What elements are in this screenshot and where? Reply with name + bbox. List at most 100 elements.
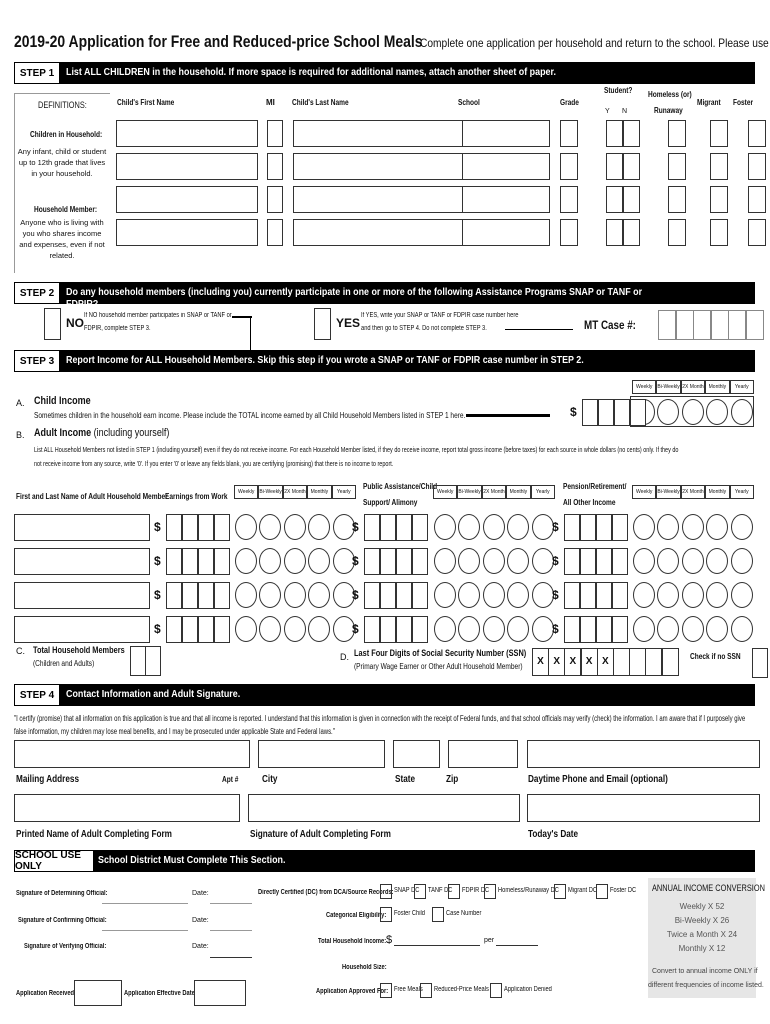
- pension-amount-digit[interactable]: [596, 548, 612, 575]
- frequency-radio[interactable]: [283, 616, 306, 642]
- frequency-radio[interactable]: [531, 582, 554, 608]
- pension-amount-digit[interactable]: [564, 582, 580, 609]
- child-student-y-input[interactable]: [606, 153, 623, 180]
- child-foster-input[interactable]: [748, 120, 766, 147]
- frequency-radio[interactable]: [259, 514, 282, 540]
- earnings-amount-digit[interactable]: [166, 548, 182, 575]
- frequency-radio[interactable]: [633, 514, 655, 540]
- frequency-radio[interactable]: [633, 616, 655, 642]
- public-assistance-amount-digit[interactable]: [364, 548, 380, 575]
- frequency-radio[interactable]: [482, 616, 505, 642]
- mt-case-digit[interactable]: [658, 310, 676, 340]
- child-foster-input[interactable]: [748, 153, 766, 180]
- frequency-radio[interactable]: [706, 548, 729, 574]
- child-mi-input[interactable]: [267, 120, 283, 147]
- earnings-amount-digit[interactable]: [214, 514, 230, 541]
- child-foster-input[interactable]: [748, 186, 766, 213]
- earnings-amount-digit[interactable]: [214, 548, 230, 575]
- frequency-radio[interactable]: [507, 582, 530, 608]
- child-homeless-input[interactable]: [668, 120, 686, 147]
- received-input[interactable]: [74, 980, 122, 1006]
- pension-amount-digit[interactable]: [612, 616, 628, 643]
- pension-amount-digit[interactable]: [580, 514, 596, 541]
- yes-checkbox[interactable]: [314, 308, 331, 340]
- zip-input[interactable]: [448, 740, 518, 768]
- checkbox-tanf-dc[interactable]: [414, 884, 426, 899]
- checkbox-fdpir-dc[interactable]: [448, 884, 460, 899]
- child-migrant-input[interactable]: [710, 153, 728, 180]
- child-mi-input[interactable]: [267, 153, 283, 180]
- frequency-radio[interactable]: [531, 616, 554, 642]
- frequency-radio[interactable]: [308, 582, 331, 608]
- frequency-radio[interactable]: [706, 514, 729, 540]
- earnings-amount-digit[interactable]: [182, 514, 198, 541]
- frequency-radio[interactable]: [283, 548, 306, 574]
- earnings-amount-digit[interactable]: [198, 548, 214, 575]
- earnings-amount-digit[interactable]: [166, 514, 182, 541]
- frequency-radio[interactable]: [332, 582, 355, 608]
- frequency-radio[interactable]: [633, 582, 655, 608]
- earnings-amount-digit[interactable]: [182, 548, 198, 575]
- child-student-y-input[interactable]: [606, 219, 623, 246]
- frequency-radio[interactable]: [531, 514, 554, 540]
- child-migrant-input[interactable]: [710, 219, 728, 246]
- frequency-radio[interactable]: [531, 548, 554, 574]
- mt-case-digit[interactable]: [728, 310, 746, 340]
- frequency-radio[interactable]: [283, 582, 306, 608]
- date-line-2[interactable]: [210, 930, 252, 931]
- frequency-radio[interactable]: [458, 616, 481, 642]
- child-student-n-input[interactable]: [623, 153, 640, 180]
- frequency-radio[interactable]: [332, 514, 355, 540]
- checkbox-migrant-dc[interactable]: [554, 884, 566, 899]
- child-school-input[interactable]: [462, 120, 550, 147]
- pension-amount-digit[interactable]: [564, 616, 580, 643]
- checkbox-free-meals[interactable]: [380, 983, 392, 998]
- child-homeless-input[interactable]: [668, 219, 686, 246]
- mailing-address-input[interactable]: [14, 740, 250, 768]
- public-assistance-amount-digit[interactable]: [412, 548, 428, 575]
- mt-case-digit[interactable]: [693, 310, 711, 340]
- child-school-input[interactable]: [462, 219, 550, 246]
- ssn-digit[interactable]: [661, 648, 679, 676]
- checkbox-foster-dc[interactable]: [596, 884, 608, 899]
- child-student-n-input[interactable]: [623, 186, 640, 213]
- frequency-radio[interactable]: [308, 514, 331, 540]
- public-assistance-amount-digit[interactable]: [364, 616, 380, 643]
- frequency-radio[interactable]: [235, 548, 257, 574]
- child-school-input[interactable]: [462, 153, 550, 180]
- state-input[interactable]: [393, 740, 440, 768]
- signature-input[interactable]: [248, 794, 520, 822]
- child-migrant-input[interactable]: [710, 120, 728, 147]
- frequency-radio[interactable]: [507, 616, 530, 642]
- checkbox-case-number[interactable]: [432, 907, 444, 922]
- frequency-radio[interactable]: [332, 616, 355, 642]
- frequency-radio[interactable]: [730, 548, 753, 574]
- earnings-amount-digit[interactable]: [166, 582, 182, 609]
- child-grade-input[interactable]: [560, 120, 578, 147]
- frequency-radio[interactable]: [507, 548, 530, 574]
- public-assistance-amount-digit[interactable]: [396, 514, 412, 541]
- no-checkbox[interactable]: [44, 308, 61, 340]
- earnings-amount-digit[interactable]: [198, 616, 214, 643]
- child-homeless-input[interactable]: [668, 186, 686, 213]
- frequency-radio[interactable]: [507, 514, 530, 540]
- total-income-line[interactable]: [394, 945, 480, 946]
- total-members-digit-1[interactable]: [130, 646, 146, 676]
- frequency-radio[interactable]: [332, 548, 355, 574]
- child-grade-input[interactable]: [560, 186, 578, 213]
- child-first-name-input[interactable]: [116, 120, 258, 147]
- frequency-radio[interactable]: [730, 514, 753, 540]
- child-student-n-input[interactable]: [623, 120, 640, 147]
- child-first-name-input[interactable]: [116, 219, 258, 246]
- child-income-amount-digit[interactable]: [582, 399, 598, 426]
- city-input[interactable]: [258, 740, 385, 768]
- pension-amount-digit[interactable]: [596, 514, 612, 541]
- ssn-digit[interactable]: [645, 648, 663, 676]
- pension-amount-digit[interactable]: [564, 514, 580, 541]
- child-last-name-input[interactable]: [293, 186, 467, 213]
- frequency-radio[interactable]: [259, 616, 282, 642]
- printed-name-input[interactable]: [14, 794, 240, 822]
- adult-name-input[interactable]: [14, 616, 150, 643]
- ssn-digit[interactable]: [613, 648, 630, 676]
- frequency-radio[interactable]: [482, 514, 505, 540]
